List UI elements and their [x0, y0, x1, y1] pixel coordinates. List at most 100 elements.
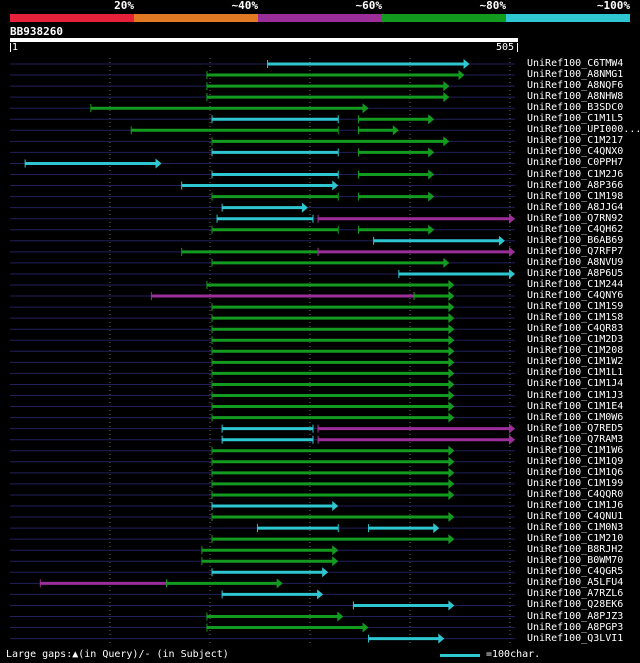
hit-label[interactable]: UniRef100_Q7RAM3 — [527, 433, 624, 445]
hit-label[interactable]: UniRef100_C1M198 — [527, 190, 624, 202]
legend-label: ~100% — [596, 0, 630, 12]
hit-label[interactable]: UniRef100_A8JJG4 — [527, 201, 624, 213]
hit-end-arrow — [443, 92, 450, 103]
hit-end-arrow — [332, 545, 339, 556]
hit-label[interactable]: UniRef100_A8NHW8 — [527, 91, 624, 103]
hit-end-arrow — [448, 478, 455, 489]
hit-end-arrow — [428, 147, 435, 158]
legend-label: 20% — [114, 0, 134, 12]
hit-end-arrow — [332, 501, 339, 511]
query-start-tick — [10, 43, 11, 52]
hit-end-arrow — [448, 390, 455, 401]
hit-label[interactable]: UniRef100_C0PPH7 — [527, 157, 624, 169]
hit-end-arrow — [448, 357, 455, 368]
legend-label: ~40% — [231, 0, 259, 12]
legend-segment — [382, 14, 506, 22]
hit-end-arrow — [301, 202, 308, 213]
hit-label[interactable]: UniRef100_C4QQR0 — [527, 488, 624, 500]
hit-label[interactable]: UniRef100_UPI000... — [527, 124, 640, 136]
hit-end-arrow — [448, 456, 455, 467]
hit-label[interactable]: UniRef100_A8NQF6 — [527, 80, 624, 92]
hit-label[interactable]: UniRef100_C4QNY6 — [527, 290, 624, 302]
scale-bar — [440, 654, 480, 657]
query-end-label: 505 — [496, 42, 515, 53]
hit-end-arrow — [428, 169, 435, 180]
hit-end-arrow — [362, 103, 369, 114]
hit-label[interactable]: UniRef100_C4QNU1 — [527, 511, 624, 523]
hit-label[interactable]: UniRef100_C6TMW4 — [527, 58, 624, 69]
hit-label[interactable]: UniRef100_C1M199 — [527, 477, 624, 489]
hit-label[interactable]: UniRef100_A8NVU9 — [527, 256, 624, 268]
hit-label[interactable]: UniRef100_C4QGR5 — [527, 566, 624, 578]
legend-segment — [506, 14, 630, 22]
query-bar — [10, 38, 518, 42]
hit-label[interactable]: UniRef100_Q28EK6 — [527, 599, 624, 611]
hit-end-arrow — [337, 611, 344, 622]
hit-label[interactable]: UniRef100_Q7RFP7 — [527, 245, 624, 257]
hit-label[interactable]: UniRef100_C1M208 — [527, 345, 624, 357]
hit-end-arrow — [448, 346, 455, 357]
hit-end-arrow — [448, 313, 455, 324]
hit-label[interactable]: UniRef100_C4QR83 — [527, 323, 624, 335]
hit-label[interactable]: UniRef100_Q7RN92 — [527, 212, 624, 224]
hit-end-arrow — [392, 125, 399, 136]
hit-label[interactable]: UniRef100_Q3LVI1 — [527, 632, 624, 644]
hit-label[interactable]: UniRef100_C1M1S8 — [527, 312, 624, 324]
hit-label[interactable]: UniRef100_C1M217 — [527, 135, 624, 147]
hit-label[interactable]: UniRef100_C1M1Q6 — [527, 466, 624, 478]
hit-end-arrow — [448, 335, 455, 346]
hit-label[interactable]: UniRef100_C1M1J6 — [527, 500, 624, 511]
hit-end-arrow — [448, 302, 455, 313]
hit-label[interactable]: UniRef100_B6AB69 — [527, 234, 624, 246]
hit-label[interactable]: UniRef100_Q7RED5 — [527, 422, 624, 434]
hit-label[interactable]: UniRef100_C1M1E4 — [527, 400, 624, 412]
hit-end-arrow — [443, 257, 450, 268]
identity-color-legend — [10, 14, 630, 22]
hit-label[interactable]: UniRef100_B3SDC0 — [527, 102, 624, 114]
hit-label[interactable]: UniRef100_C1M1J3 — [527, 389, 624, 401]
hit-label[interactable]: UniRef100_A8P6U5 — [527, 267, 624, 279]
legend-segment — [10, 14, 134, 22]
hit-label[interactable]: UniRef100_C4QNX0 — [527, 146, 624, 158]
hit-label[interactable]: UniRef100_A5LFU4 — [527, 577, 624, 589]
hit-label[interactable]: UniRef100_A7RZL6 — [527, 588, 624, 600]
hit-label[interactable]: UniRef100_C1M1S9 — [527, 301, 624, 313]
hit-label[interactable]: UniRef100_A8PJZ3 — [527, 610, 624, 622]
hit-label[interactable]: UniRef100_C1M1L1 — [527, 367, 624, 379]
hit-label[interactable]: UniRef100_C4QH62 — [527, 223, 624, 235]
scale-label: =100char. — [486, 649, 541, 660]
hit-end-arrow — [362, 622, 369, 633]
hit-label[interactable]: UniRef100_C1M244 — [527, 279, 624, 290]
hit-label[interactable]: UniRef100_C1M210 — [527, 533, 624, 545]
hit-label[interactable]: UniRef100_A8PGP3 — [527, 621, 624, 633]
hit-end-arrow — [509, 213, 515, 224]
hit-label[interactable]: UniRef100_C1M1J4 — [527, 378, 624, 390]
hit-end-arrow — [448, 412, 455, 423]
hit-label[interactable]: UniRef100_C1M2J6 — [527, 168, 624, 180]
hit-label[interactable]: UniRef100_B8RJH2 — [527, 544, 624, 556]
hit-end-arrow — [443, 81, 450, 92]
hit-label[interactable]: UniRef100_B0WM70 — [527, 555, 624, 567]
hit-label[interactable]: UniRef100_C1M2D3 — [527, 334, 624, 346]
hit-label[interactable]: UniRef100_C1M1W2 — [527, 356, 624, 368]
hit-end-arrow — [448, 489, 455, 500]
hit-end-arrow — [509, 268, 515, 279]
legend-label: ~60% — [355, 0, 383, 12]
query-end-tick — [517, 43, 518, 52]
hit-end-arrow — [448, 291, 455, 302]
hit-label[interactable]: UniRef100_C1M0N3 — [527, 522, 624, 534]
hit-end-arrow — [448, 401, 455, 412]
hit-label[interactable]: UniRef100_A8P366 — [527, 179, 624, 191]
hit-end-arrow — [448, 467, 455, 478]
hit-end-arrow — [428, 191, 435, 202]
hit-label[interactable]: UniRef100_C1M1L5 — [527, 113, 624, 125]
hit-label[interactable]: UniRef100_C1M1Q9 — [527, 455, 624, 467]
gaps-legend: Large gaps:▲(in Query)/- (in Subject) — [6, 649, 229, 660]
hit-end-arrow — [509, 246, 515, 257]
hit-end-arrow — [317, 589, 324, 600]
hit-label[interactable]: UniRef100_C1M1W6 — [527, 444, 624, 456]
hit-label[interactable]: UniRef100_C1M0W6 — [527, 411, 624, 423]
hit-end-arrow — [448, 280, 455, 290]
hit-label[interactable]: UniRef100_A8NMG1 — [527, 69, 624, 81]
legend-segment — [134, 14, 258, 22]
